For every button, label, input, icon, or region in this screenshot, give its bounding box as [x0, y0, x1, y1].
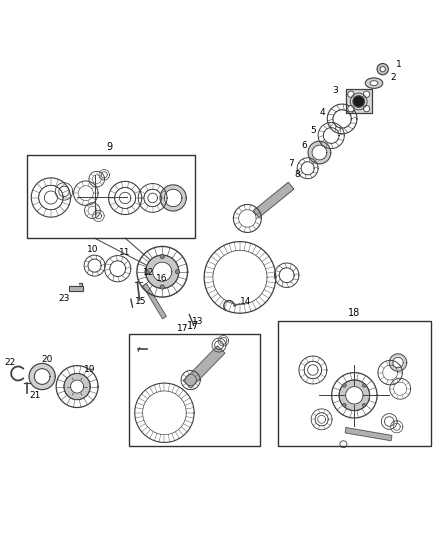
- Bar: [346, 90, 372, 114]
- Circle shape: [343, 384, 346, 387]
- Text: 12: 12: [143, 268, 154, 277]
- Text: 20: 20: [42, 354, 53, 364]
- Text: 19: 19: [84, 365, 95, 374]
- Text: 17: 17: [187, 321, 199, 331]
- Polygon shape: [308, 141, 331, 164]
- Circle shape: [363, 384, 366, 387]
- Text: 1: 1: [396, 60, 402, 69]
- Text: 18: 18: [348, 308, 360, 318]
- Polygon shape: [69, 286, 83, 290]
- Polygon shape: [393, 357, 403, 368]
- Circle shape: [380, 67, 385, 72]
- Circle shape: [343, 403, 346, 407]
- Text: 15: 15: [134, 297, 146, 306]
- Text: 9: 9: [107, 142, 113, 152]
- Circle shape: [377, 63, 389, 75]
- Circle shape: [353, 96, 364, 107]
- Bar: [130, 334, 261, 446]
- Circle shape: [145, 270, 149, 274]
- Text: 16: 16: [155, 274, 167, 283]
- Text: 21: 21: [29, 391, 40, 400]
- Text: 10: 10: [87, 245, 98, 254]
- Ellipse shape: [365, 78, 383, 88]
- Circle shape: [175, 270, 180, 274]
- Polygon shape: [164, 189, 182, 207]
- Polygon shape: [64, 374, 90, 400]
- Ellipse shape: [370, 80, 378, 85]
- Circle shape: [348, 106, 354, 112]
- Circle shape: [363, 403, 366, 407]
- Polygon shape: [345, 427, 392, 441]
- Text: 5: 5: [310, 126, 316, 135]
- Bar: [278, 321, 431, 446]
- Polygon shape: [34, 369, 50, 384]
- Text: 23: 23: [58, 294, 70, 303]
- Polygon shape: [312, 145, 327, 160]
- Polygon shape: [160, 185, 186, 211]
- Circle shape: [348, 91, 354, 98]
- Text: 14: 14: [240, 297, 251, 306]
- Polygon shape: [346, 386, 363, 404]
- Text: 13: 13: [192, 317, 204, 326]
- Polygon shape: [79, 282, 82, 286]
- Polygon shape: [339, 380, 370, 410]
- Text: 17: 17: [177, 324, 189, 333]
- Text: 8: 8: [295, 171, 300, 179]
- Polygon shape: [146, 255, 179, 288]
- Polygon shape: [152, 262, 172, 281]
- Text: 22: 22: [5, 358, 16, 367]
- Polygon shape: [389, 354, 407, 372]
- Text: 6: 6: [301, 141, 307, 150]
- Polygon shape: [71, 380, 84, 393]
- Polygon shape: [184, 346, 225, 388]
- Text: 11: 11: [119, 248, 130, 256]
- Text: 7: 7: [288, 158, 294, 167]
- Bar: [27, 155, 195, 238]
- Circle shape: [160, 285, 164, 289]
- Circle shape: [364, 91, 370, 98]
- Polygon shape: [143, 284, 166, 319]
- Polygon shape: [253, 182, 294, 217]
- Circle shape: [160, 254, 164, 259]
- Circle shape: [364, 106, 370, 112]
- Polygon shape: [29, 364, 55, 390]
- Text: 3: 3: [332, 86, 338, 95]
- Text: 2: 2: [390, 74, 396, 83]
- Text: 4: 4: [320, 108, 325, 117]
